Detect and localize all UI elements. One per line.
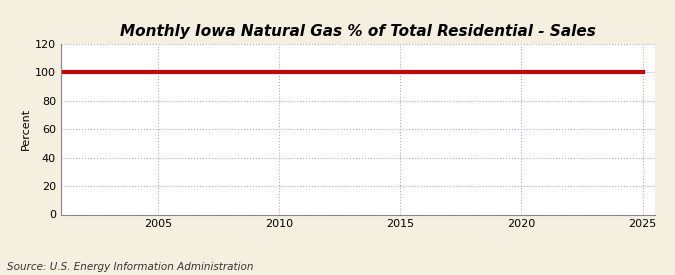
Text: Source: U.S. Energy Information Administration: Source: U.S. Energy Information Administ… [7,262,253,272]
Y-axis label: Percent: Percent [21,108,30,150]
Title: Monthly Iowa Natural Gas % of Total Residential - Sales: Monthly Iowa Natural Gas % of Total Resi… [120,24,595,39]
